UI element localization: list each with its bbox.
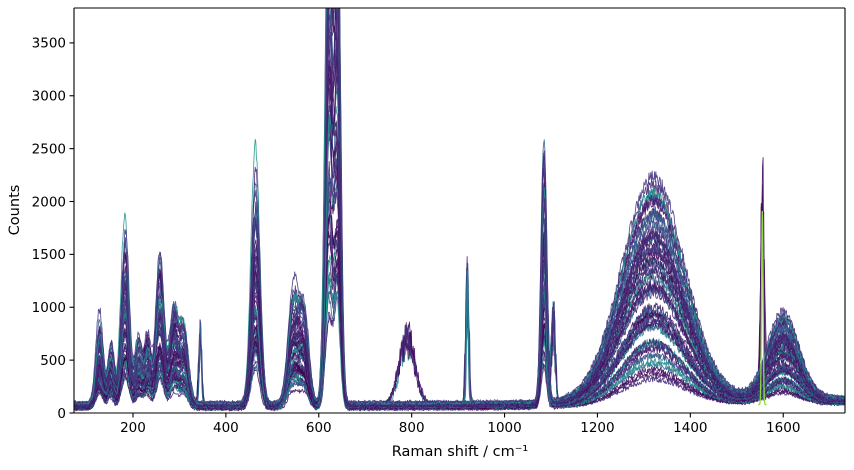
x-tick-label: 1000 bbox=[487, 420, 521, 436]
x-axis-label: Raman shift / cm⁻¹ bbox=[392, 444, 529, 460]
y-tick-label: 500 bbox=[40, 353, 66, 369]
spectra-traces bbox=[74, 8, 845, 412]
y-tick-label: 3000 bbox=[32, 89, 66, 105]
y-tick-label: 3500 bbox=[32, 36, 66, 52]
spectrum-trace-cosmic-spike-920 bbox=[462, 270, 473, 401]
y-axis-label: Counts bbox=[7, 185, 23, 236]
x-tick-label: 1200 bbox=[580, 420, 614, 436]
y-axis-ticks: 0 500 1000 1500 2000 2500 3000 3500 bbox=[32, 36, 74, 422]
x-tick-label: 1600 bbox=[766, 420, 800, 436]
x-tick-label: 400 bbox=[213, 420, 239, 436]
x-tick-label: 600 bbox=[306, 420, 332, 436]
x-axis-ticks: 200 400 600 800 1000 1200 1400 1600 bbox=[120, 413, 800, 436]
spectrum-trace-cosmic-spike-1555 bbox=[758, 211, 767, 406]
x-tick-label: 1400 bbox=[673, 420, 707, 436]
y-tick-label: 2000 bbox=[32, 194, 66, 210]
x-tick-label: 800 bbox=[399, 420, 425, 436]
axes-spines bbox=[73, 7, 846, 414]
y-tick-label: 0 bbox=[57, 406, 66, 422]
y-tick-label: 2500 bbox=[32, 141, 66, 157]
y-tick-label: 1000 bbox=[32, 300, 66, 316]
spectrum-trace bbox=[74, 8, 845, 405]
x-tick-label: 200 bbox=[120, 420, 146, 436]
y-tick-label: 1500 bbox=[32, 247, 66, 263]
spectrum-trace-cosmic-spike-345 bbox=[195, 320, 206, 402]
